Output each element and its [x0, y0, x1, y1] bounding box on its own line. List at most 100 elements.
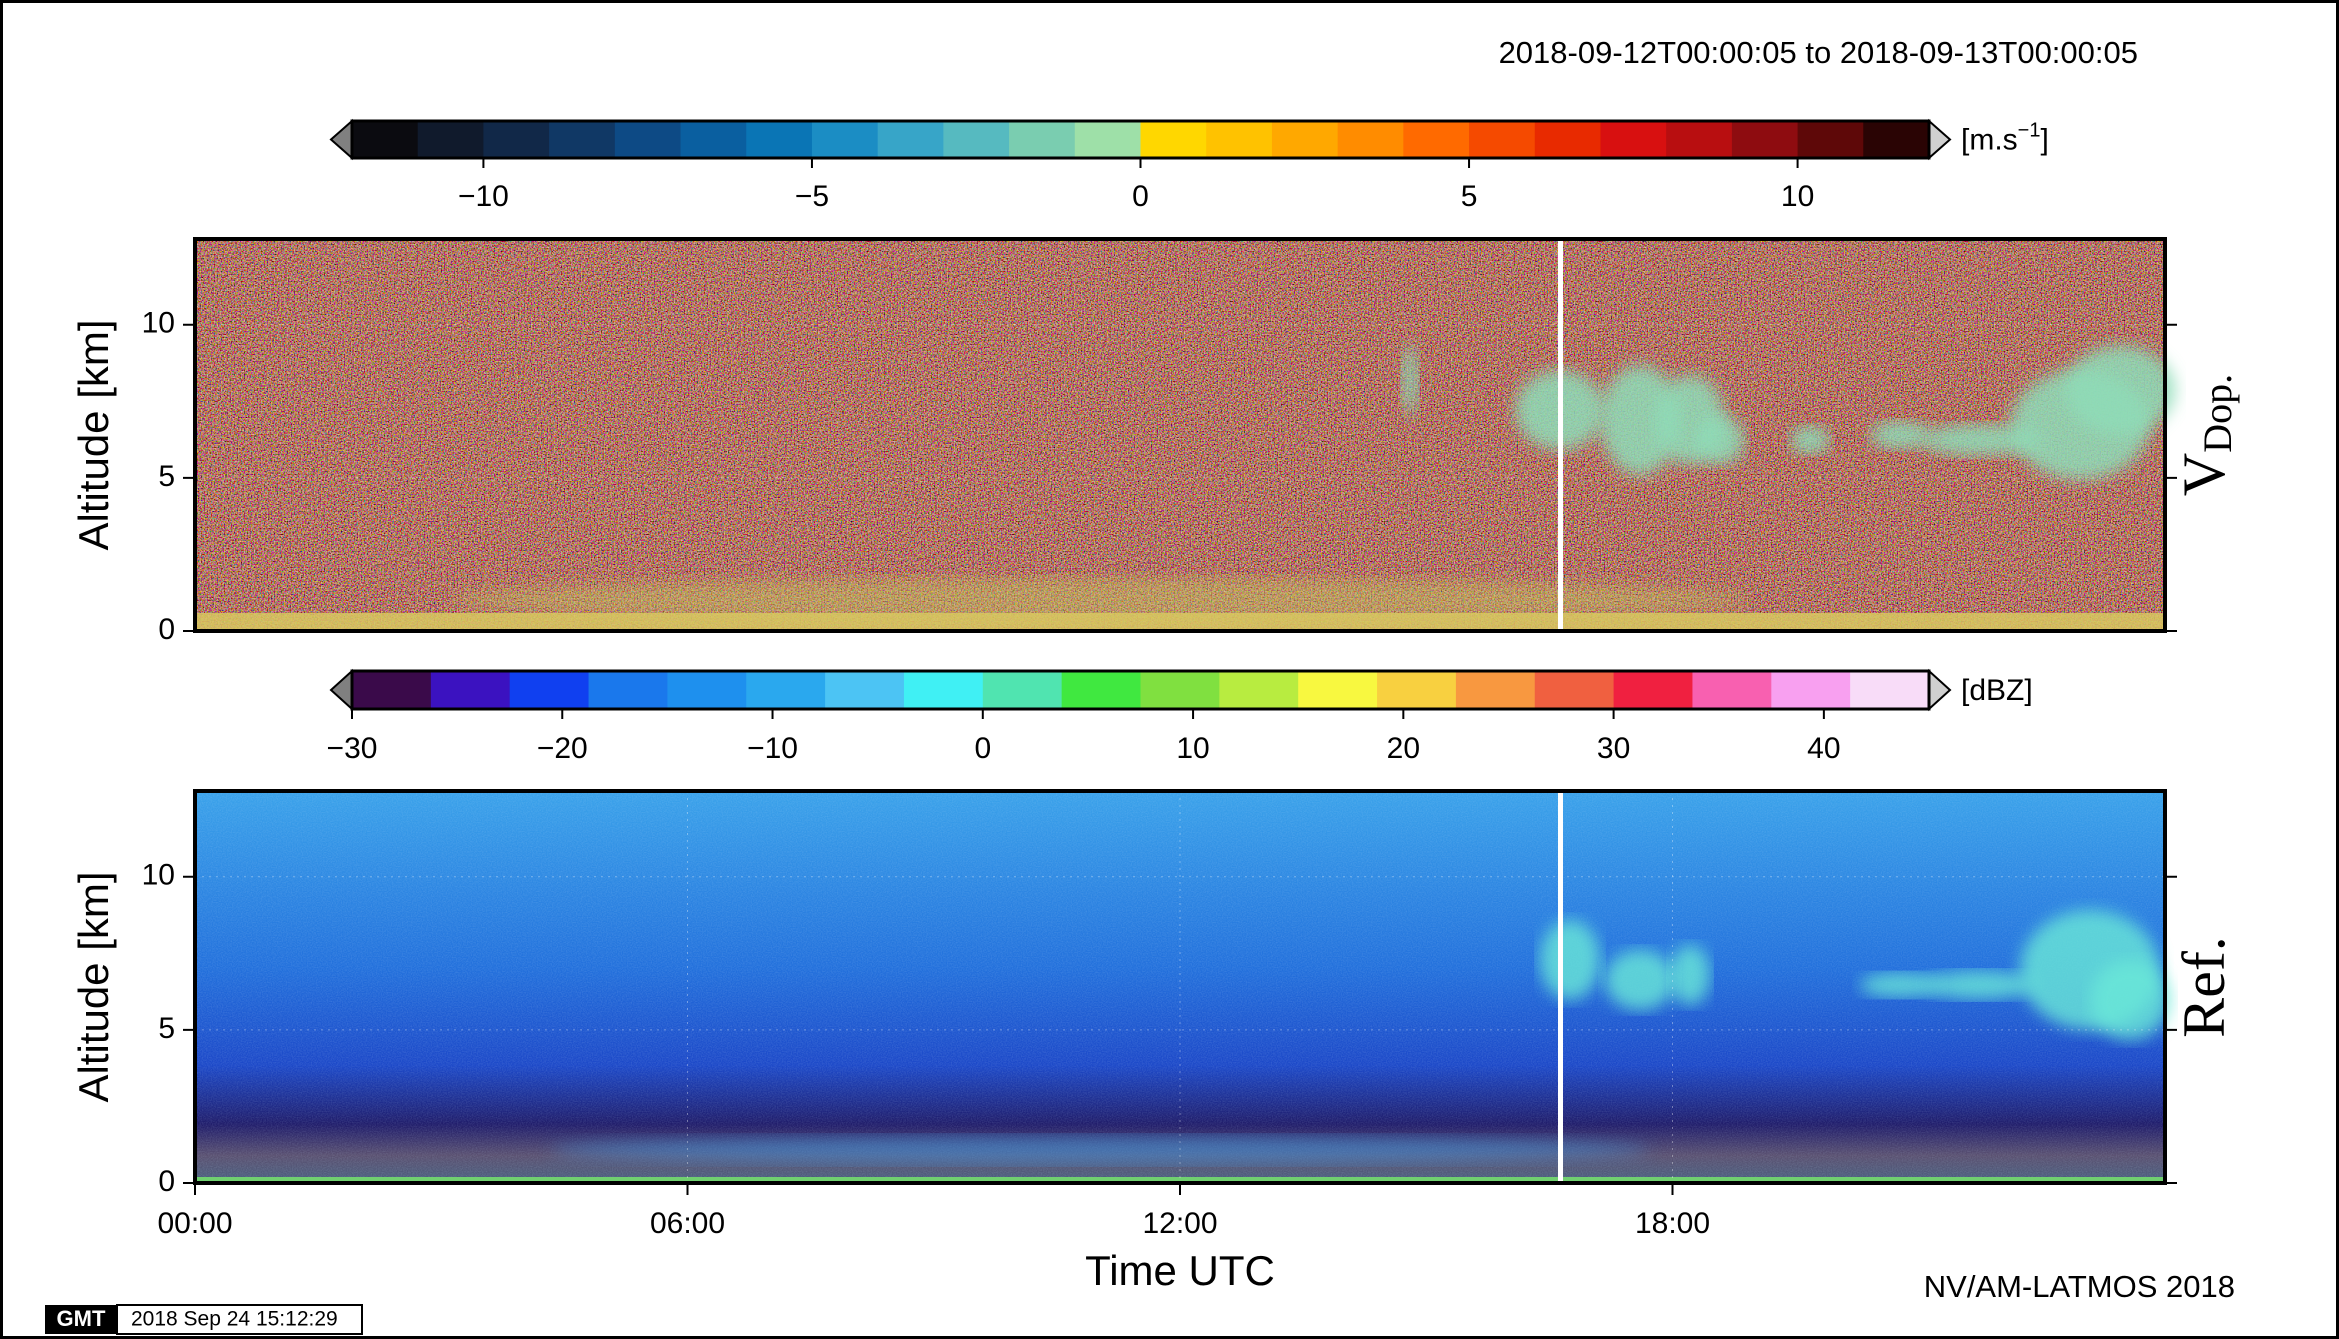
- colorbar-segment: [943, 121, 1010, 158]
- y-tick-label: 0: [158, 613, 175, 646]
- colorbar-tick-label: −10: [458, 180, 509, 213]
- heatmap-field: [195, 239, 2175, 631]
- colorbar-segment: [549, 121, 616, 158]
- colorbar-extend-high: [1928, 668, 1952, 712]
- time-range: 2018-09-12T00:00:05 to 2018-09-13T00:00:…: [1499, 35, 2138, 70]
- colorbar-frame: [350, 669, 1931, 711]
- colorbar-segment: [1455, 671, 1536, 709]
- cloud: [1540, 920, 1600, 1000]
- colorbar-tick-label: −20: [537, 732, 588, 765]
- colorbar-unit-sup: −1: [2018, 120, 2041, 142]
- colorbar-segment: [1771, 671, 1851, 709]
- data-gap: [1558, 791, 1563, 1183]
- cloud: [1605, 950, 1675, 1010]
- panel-label: Ref.: [2171, 936, 2237, 1038]
- cloud: [1790, 426, 1830, 454]
- y-axis-label: Altitude [km]: [70, 871, 117, 1102]
- cloud: [1670, 945, 1710, 1005]
- colorbar-segment: [1140, 121, 1207, 158]
- colorbar-segment: [1219, 671, 1299, 709]
- colorbar-segment: [483, 121, 550, 158]
- panel-label-sub: Dop.: [2195, 374, 2240, 453]
- surface-band: [195, 1177, 2165, 1183]
- cloud: [2090, 960, 2170, 1040]
- colorbar-segment: [1469, 121, 1536, 158]
- colorbar-segment: [1337, 121, 1404, 158]
- cloud: [1695, 415, 1745, 465]
- x-tick-label: 06:00: [650, 1207, 725, 1240]
- x-tick-label: 12:00: [1142, 1207, 1217, 1240]
- plot-frame: [193, 237, 2167, 633]
- colorbar-segment: [811, 121, 879, 158]
- colorbar-tick-label: 20: [1387, 732, 1420, 765]
- colorbar-extend-low: [329, 668, 353, 712]
- colorbar-segment: [1666, 121, 1733, 158]
- x-tick-label: 18:00: [1635, 1207, 1710, 1240]
- panel-label-text: Ref.: [2171, 936, 2237, 1038]
- colorbar-unit-end: ]: [2040, 123, 2048, 156]
- colorbar-unit-text: [dBZ]: [1961, 674, 2033, 707]
- y-tick-label: 5: [158, 1012, 175, 1045]
- colorbar-extend-low: [329, 118, 353, 161]
- y-tick-label: 10: [142, 859, 175, 892]
- cloud: [1920, 424, 2040, 456]
- colorbar-extend-high: [1928, 118, 1952, 161]
- colorbar-tick-label: 10: [1781, 180, 1814, 213]
- colorbar-segment: [1731, 121, 1799, 158]
- colorbar-tick-label: 10: [1176, 732, 1209, 765]
- colorbar-segment: [352, 121, 419, 158]
- colorbar-segment: [1009, 121, 1076, 158]
- boundary-layer: [450, 578, 1750, 622]
- y-axis-label: Altitude [km]: [70, 319, 117, 550]
- colorbar-segment: [509, 671, 590, 709]
- cloud: [2065, 345, 2175, 435]
- colorbar-segment: [1613, 671, 1694, 709]
- colorbar-segment: [1534, 671, 1615, 709]
- colorbar-segment: [1863, 121, 1930, 158]
- colorbar-segment: [430, 671, 511, 709]
- colorbar-segment: [1298, 671, 1378, 709]
- gmt-logo: GMT: [57, 1306, 106, 1331]
- colorbar-segment: [1377, 671, 1457, 709]
- field-noise: [195, 791, 2165, 1183]
- data-gap: [1558, 239, 1563, 631]
- boundary-layer: [550, 1136, 1650, 1164]
- colorbar-segment: [903, 671, 984, 709]
- panel-label: VDop.: [2171, 374, 2240, 496]
- colorbar-segment: [1403, 121, 1470, 158]
- colorbar-tick-label: −5: [795, 180, 829, 213]
- colorbar-unit: [dBZ]: [1961, 674, 2033, 707]
- cloud: [1870, 421, 1930, 449]
- colorbar-tick-label: 5: [1461, 180, 1478, 213]
- colorbar-tick-label: −30: [327, 732, 378, 765]
- colorbar-segment: [1271, 121, 1339, 158]
- heatmap-field: [195, 791, 2170, 1183]
- gmt-logo-box: [45, 1305, 117, 1334]
- colorbar-segment: [1850, 671, 1930, 709]
- colorbar-segment: [1140, 671, 1220, 709]
- colorbar-segment: [614, 121, 682, 158]
- colorbar-tick-label: −10: [747, 732, 798, 765]
- colorbar-segment: [417, 121, 485, 158]
- colorbar-segment: [1206, 121, 1273, 158]
- colorbar-segment: [1797, 121, 1864, 158]
- colorbar-segment: [680, 121, 747, 158]
- colorbar-segment: [746, 121, 813, 158]
- colorbar-tick-label: 40: [1807, 732, 1840, 765]
- colorbar-tick-label: 0: [974, 732, 991, 765]
- colorbar-segment: [667, 671, 747, 709]
- colorbar-unit: [m.s−1]: [1961, 120, 2049, 157]
- field-noise: [195, 239, 2165, 631]
- cloud: [1402, 345, 1418, 415]
- colorbar-unit-text: [m.s: [1961, 123, 2018, 156]
- colorbar-segment: [877, 121, 944, 158]
- colorbar-segment: [825, 671, 905, 709]
- gmt-stamp: 2018 Sep 24 15:12:29: [131, 1308, 338, 1331]
- y-tick-label: 0: [158, 1165, 175, 1198]
- colorbar-segment: [1074, 121, 1142, 158]
- cloud: [1925, 971, 2035, 999]
- credit: NV/AM-LATMOS 2018: [1924, 1269, 2235, 1304]
- x-tick-label: 00:00: [157, 1207, 232, 1240]
- plot-frame: [193, 789, 2167, 1185]
